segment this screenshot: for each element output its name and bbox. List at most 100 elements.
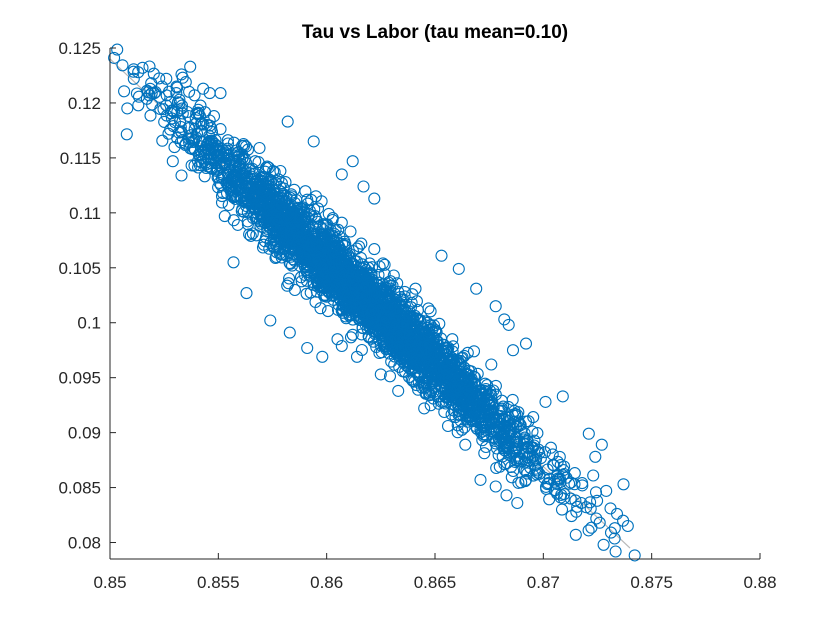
data-point xyxy=(275,248,288,261)
data-point xyxy=(156,134,169,147)
data-point xyxy=(352,240,366,253)
data-point xyxy=(315,283,328,296)
data-point xyxy=(283,272,296,285)
y-tick-label: 0.11 xyxy=(69,204,101,223)
data-point xyxy=(360,280,374,294)
data-point xyxy=(437,395,450,408)
y-tick-label: 0.12 xyxy=(68,94,101,113)
data-point xyxy=(355,237,368,250)
data-point xyxy=(376,257,390,270)
data-point xyxy=(480,429,493,442)
data-point xyxy=(368,192,381,205)
data-point xyxy=(346,276,359,290)
data-point xyxy=(524,461,537,474)
data-point xyxy=(467,345,481,358)
data-point xyxy=(270,216,283,229)
data-point xyxy=(168,141,181,154)
data-point xyxy=(322,207,335,220)
data-point xyxy=(357,269,370,282)
data-point xyxy=(422,348,435,361)
data-point xyxy=(458,397,471,410)
data-point xyxy=(164,95,177,108)
data-point xyxy=(321,305,335,318)
data-point xyxy=(546,448,559,461)
data-point xyxy=(531,427,544,440)
data-point xyxy=(299,232,312,246)
data-point xyxy=(462,411,476,424)
data-point xyxy=(240,189,253,203)
data-point xyxy=(424,399,437,412)
x-tick-label: 0.855 xyxy=(197,573,240,592)
data-point xyxy=(335,339,348,353)
data-point xyxy=(288,183,301,196)
data-point xyxy=(370,340,383,354)
data-point xyxy=(220,187,234,200)
data-point xyxy=(451,426,464,439)
data-point xyxy=(170,87,183,100)
data-point xyxy=(569,528,582,541)
data-point xyxy=(264,236,277,249)
data-point xyxy=(402,310,416,323)
data-point xyxy=(608,522,621,535)
data-point xyxy=(121,102,134,115)
data-point xyxy=(495,426,508,439)
data-point xyxy=(240,180,253,193)
data-point xyxy=(255,171,268,184)
data-point xyxy=(316,261,329,275)
data-point xyxy=(459,438,472,451)
x-tick-label: 0.875 xyxy=(630,573,673,592)
data-point xyxy=(435,249,448,262)
data-point xyxy=(268,223,281,236)
data-point xyxy=(522,442,535,455)
data-point xyxy=(433,377,446,390)
data-point xyxy=(534,452,547,465)
data-point xyxy=(280,229,293,242)
data-point xyxy=(160,72,173,85)
y-axis-ticks: 0.08 0.085 0.09 0.095 0.1 0.105 0.11 0.115 0.12 0… xyxy=(58,39,116,553)
data-point xyxy=(373,328,386,341)
data-point xyxy=(253,141,266,155)
y-tick-label: 0.115 xyxy=(60,149,101,168)
data-point xyxy=(621,519,634,533)
data-point xyxy=(136,61,149,74)
data-point xyxy=(433,317,446,330)
data-point xyxy=(207,110,221,123)
data-point xyxy=(500,440,513,453)
data-point xyxy=(201,160,214,173)
data-point xyxy=(215,196,229,209)
data-point xyxy=(474,473,487,486)
x-tick-label: 0.88 xyxy=(743,573,776,592)
data-point xyxy=(506,344,520,357)
data-point xyxy=(565,510,578,523)
data-point xyxy=(299,219,312,233)
data-point xyxy=(564,476,577,489)
data-point xyxy=(509,407,522,420)
data-point xyxy=(380,311,393,324)
data-point xyxy=(271,217,284,230)
data-point xyxy=(510,454,523,467)
data-point xyxy=(175,68,188,81)
data-point xyxy=(441,419,455,433)
data-point xyxy=(383,320,396,333)
data-point xyxy=(338,278,352,291)
data-point xyxy=(213,144,226,157)
data-point xyxy=(194,117,208,130)
data-point xyxy=(519,473,533,486)
data-point xyxy=(188,89,201,102)
data-point xyxy=(257,213,270,226)
data-point xyxy=(367,303,380,316)
data-point xyxy=(256,214,269,228)
data-point xyxy=(484,396,497,409)
data-point xyxy=(175,99,189,112)
data-point xyxy=(118,85,131,98)
data-point xyxy=(348,299,361,312)
data-point xyxy=(228,149,241,162)
data-point xyxy=(373,276,386,289)
data-point xyxy=(239,195,252,208)
data-point xyxy=(301,193,314,206)
data-point xyxy=(286,219,299,232)
data-point xyxy=(322,253,335,266)
data-point xyxy=(302,212,315,225)
data-point xyxy=(282,211,295,224)
data-point xyxy=(379,313,392,327)
